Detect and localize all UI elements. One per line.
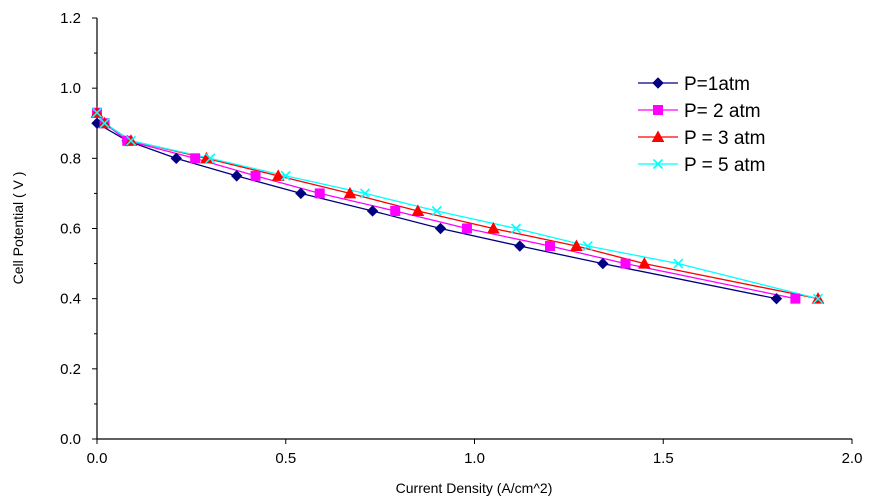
series-1-point	[366, 205, 379, 217]
legend-marker-3	[651, 130, 665, 142]
series-3-point	[271, 169, 285, 181]
y-tick-label: 1.0	[60, 80, 81, 97]
y-tick-label: 0.0	[60, 431, 81, 448]
y-tick-label: 0.4	[60, 291, 81, 308]
series-4-point	[359, 188, 371, 199]
series-4-point	[582, 240, 593, 252]
series-4-point	[205, 153, 216, 164]
series-2-point	[314, 188, 325, 199]
series-3-point	[570, 239, 583, 252]
legend-marker-2	[653, 105, 663, 115]
series-1-point	[597, 257, 609, 270]
series-4-point	[431, 205, 442, 217]
series-2-point	[545, 241, 555, 252]
y-tick-label: 0.2	[60, 361, 81, 378]
legend-label-1: P=1atm	[684, 74, 750, 95]
x-tick-label: 0.0	[87, 450, 108, 467]
x-tick-label: 1.0	[464, 450, 485, 467]
legend-marker-1	[652, 77, 664, 89]
series-2-point	[190, 153, 201, 164]
y-tick-label: 1.2	[60, 10, 81, 27]
legend-marker-4	[652, 158, 664, 170]
series-4-point	[91, 107, 103, 118]
series-4-point	[812, 293, 824, 304]
series-4-point	[280, 170, 291, 181]
series-1-point	[770, 292, 783, 305]
x-axis-title: Current Density (A/cm^2)	[396, 480, 553, 496]
legend-label-4: P = 5 atm	[684, 155, 766, 176]
legend: P=1atm P= 2 atm P = 3 atm P = 5 atm	[638, 74, 766, 176]
series-2-point	[250, 170, 261, 181]
series-2-point	[390, 205, 401, 216]
x-tick-label: 2.0	[842, 450, 863, 467]
series-4-point	[510, 223, 522, 234]
series-2-point	[620, 258, 631, 269]
legend-label-3: P = 3 atm	[684, 128, 766, 149]
series-3-point	[487, 221, 500, 234]
series-3-point	[343, 186, 357, 199]
x-tick-label: 0.5	[275, 450, 296, 467]
y-tick-label: 0.8	[60, 150, 81, 167]
series-line-1	[96, 122, 777, 300]
legend-label-2: P= 2 atm	[684, 101, 761, 122]
series-1-point	[514, 240, 526, 252]
series-3-point	[638, 257, 651, 269]
series-4-point	[99, 118, 110, 129]
series-1-point	[295, 187, 307, 200]
series-2-point	[790, 293, 801, 304]
series-4-point	[125, 135, 137, 146]
x-tick-label: 1.5	[653, 450, 674, 467]
series-markers	[90, 106, 825, 305]
series-1-point	[170, 152, 182, 165]
series-2-point	[461, 223, 472, 234]
series-3-point	[411, 204, 425, 216]
series-1-point	[434, 222, 447, 235]
y-tick-label: 0.6	[60, 221, 81, 238]
y-axis-title: Cell Potential ( V )	[10, 172, 26, 285]
series-4-point	[673, 258, 684, 269]
series-1-point	[230, 170, 243, 182]
axis-ticks: 0.0 0.5 1.0 1.5 2.0 0.0 0.2 0.4 0.6 0.8 1.0 1.2	[60, 10, 862, 467]
